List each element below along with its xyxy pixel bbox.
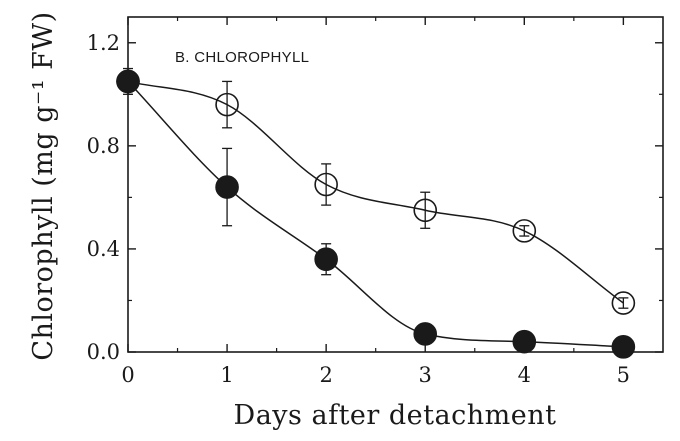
- series-2-point: [512, 329, 537, 354]
- y-tick-label: 0.8: [87, 134, 120, 158]
- series-2-point: [116, 69, 140, 94]
- series-1-point: [611, 291, 636, 315]
- series-2-line: [127, 80, 624, 348]
- y-axis-title: Chlorophyll (mg g⁻¹ FW): [28, 11, 59, 360]
- axis-ticks: 0 1 2 3 4 5 0.0 0.4 0.8 1.2: [87, 17, 663, 387]
- x-tick-label: 2: [319, 363, 332, 387]
- series-2-point: [314, 247, 338, 272]
- x-axis-title: Days after detachment: [234, 400, 557, 431]
- x-tick-label: 3: [419, 363, 432, 387]
- x-tick-label: 0: [121, 363, 134, 387]
- series-2-point: [215, 175, 239, 199]
- series-1-point: [314, 172, 338, 197]
- y-tick-label: 1.2: [87, 31, 120, 55]
- y-tick-label: 0.0: [87, 340, 120, 364]
- x-tick-label: 4: [518, 363, 531, 387]
- x-tick-label: 5: [617, 363, 630, 387]
- series-1-point: [413, 198, 438, 223]
- y-tick-label: 0.4: [87, 237, 120, 261]
- x-tick-label: 1: [220, 363, 233, 387]
- series-2-point: [611, 335, 636, 359]
- series-1-point: [512, 219, 537, 243]
- series-1-line: [127, 80, 624, 304]
- series-layer: [116, 67, 636, 359]
- chart-title: B. CHLOROPHYLL: [175, 49, 309, 66]
- plot-frame: [127, 16, 664, 353]
- series-1-point: [215, 92, 239, 117]
- series-2-point: [413, 322, 438, 346]
